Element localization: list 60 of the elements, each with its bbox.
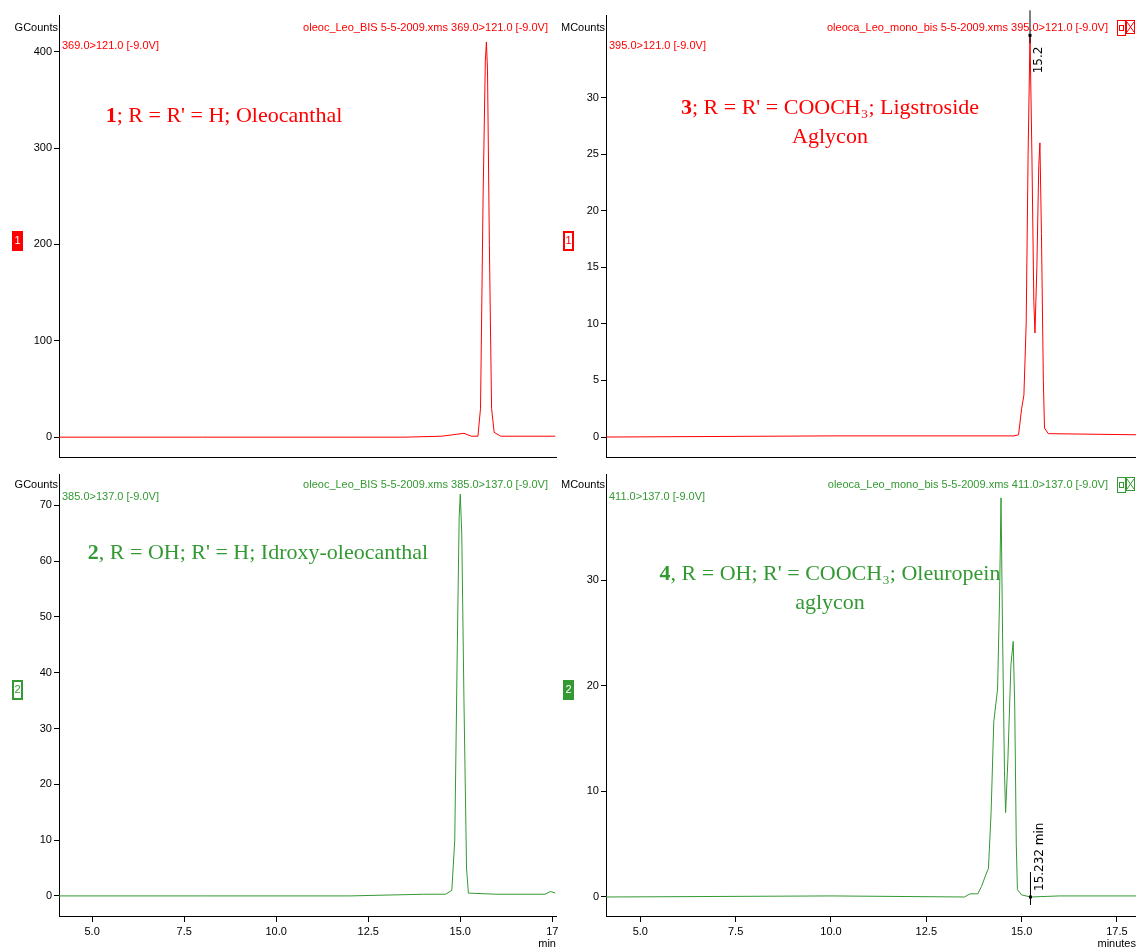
y-tick-label: 0: [592, 890, 599, 903]
x-tick-label: 17: [546, 924, 559, 937]
y-tick-label: 10: [586, 784, 599, 797]
y-tick-label: 20: [586, 203, 599, 216]
y-tick-label: 100: [33, 333, 52, 346]
text: oleoca_Leo_mono_bis 5-5-2009.xms 395.0>121.0 [-9.0V]: [827, 21, 1108, 34]
y-tick-label: 0: [45, 430, 52, 443]
x-tick-label: 17.5: [1106, 924, 1128, 937]
y-axis-title: MCounts: [560, 478, 606, 491]
text: 2: [14, 683, 21, 696]
y-tick-label: 20: [39, 777, 52, 790]
x-tick-label: 7.5: [176, 924, 192, 937]
x-tick-label: 10.0: [265, 924, 287, 937]
x-tick-label: 12.5: [357, 924, 379, 937]
text: 395.0>121.0 [-9.0V]: [609, 39, 706, 52]
text: oleoc_Leo_BIS 5-5-2009.xms 369.0>121.0 [-9.0V]: [303, 21, 548, 34]
y-tick-label: 0: [45, 888, 52, 901]
text: 1: [14, 234, 21, 247]
y-tick-label: 30: [586, 573, 599, 586]
y-tick-label: 10: [39, 833, 52, 846]
y-tick-label: 10: [586, 316, 599, 329]
y-tick-label: 0: [592, 430, 599, 443]
y-tick-label: 300: [33, 141, 52, 154]
x-tick-label: 15.0: [449, 924, 471, 937]
y-tick-label: 20: [586, 678, 599, 691]
x-tick-label: 12.5: [915, 924, 937, 937]
annotation: 1; R = R' = H; Oleocanthal: [105, 101, 343, 127]
chart-title: oleoca_Leo_mono_bis 5-5-2009.xms 411.0>137.0 [-9.0V]: [827, 478, 1108, 491]
annotation: 15.2: [1031, 46, 1046, 74]
x-tick-label: 5.0: [84, 924, 100, 937]
text: 385.0>137.0 [-9.0V]: [62, 490, 159, 503]
text: 369.0>121.0 [-9.0V]: [62, 39, 159, 52]
y-tick-label: 30: [586, 90, 599, 103]
y-tick-label: 50: [39, 609, 52, 622]
annotation: 4, R = OH; R' = COOCH₃; Oleuropein aglycon: [659, 559, 1001, 614]
y-tick-label: 400: [33, 44, 52, 57]
annotation: 3; R = R' = COOCH₃; Ligstroside Aglycon: [680, 93, 980, 148]
text: 2: [565, 683, 572, 696]
y-axis-title: GCounts: [14, 478, 59, 491]
text: 1: [565, 234, 572, 247]
x-tick-label: 7.5: [727, 924, 744, 937]
y-axis-title: GCounts: [14, 21, 59, 34]
y-tick-label: 30: [39, 721, 52, 734]
y-tick-label: 200: [33, 237, 52, 250]
y-tick-label: 70: [39, 498, 52, 511]
y-tick-label: 5: [592, 373, 599, 386]
x-axis-title: minutes: [1097, 936, 1136, 949]
annotation: 2, R = OH; R' = H; Idroxy-oleocanthal: [87, 538, 429, 564]
x-tick-label: 10.0: [820, 924, 842, 937]
y-tick-label: 15: [586, 260, 599, 273]
y-axis-title: MCounts: [560, 21, 606, 34]
x-tick-label: 15.0: [1010, 924, 1033, 937]
text: 411.0>137.0 [-9.0V]: [609, 490, 706, 503]
x-axis-title: min: [538, 936, 556, 949]
x-tick-label: 5.0: [632, 924, 648, 937]
y-tick-label: 60: [39, 554, 52, 567]
chart-title: oleoc_Leo_BIS 5-5-2009.xms 385.0>137.0 [-9.0V]: [303, 478, 548, 491]
y-tick-label: 40: [39, 665, 52, 678]
annotation: 15.232 min: [1031, 822, 1046, 891]
y-tick-label: 25: [586, 147, 599, 160]
